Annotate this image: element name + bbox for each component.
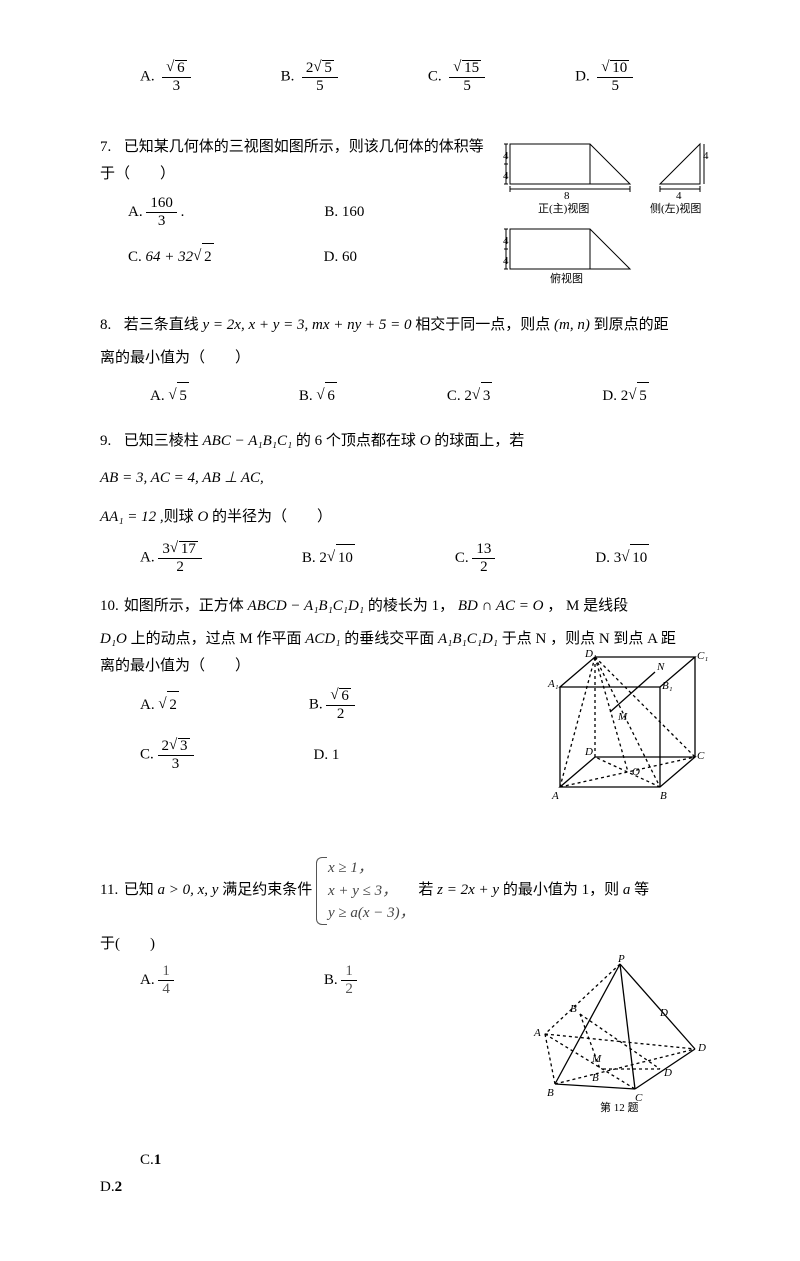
- q11-opt-B: B. 12: [324, 964, 357, 997]
- svg-text:A: A: [533, 1027, 541, 1039]
- q7-opt-C: C. 64 + 322: [128, 243, 214, 271]
- q10-opt-A: A. 2: [140, 691, 179, 719]
- opt-D: D. 105: [575, 60, 633, 94]
- q8-opt-B: B. 6: [299, 382, 337, 410]
- q9-opt-C: C. 132: [455, 542, 496, 575]
- svg-text:M: M: [617, 711, 628, 723]
- q7-opt-A: A. 1603 .: [128, 196, 184, 229]
- opt-C: C. 155: [428, 60, 485, 94]
- q11-opt-A: A. 14: [140, 964, 174, 997]
- svg-text:D: D: [584, 746, 593, 758]
- q10-opt-B: B. 62: [309, 688, 355, 722]
- svg-text:8: 8: [564, 190, 570, 202]
- q11-opt-D: D.2: [100, 1174, 710, 1201]
- svg-text:B₁: B₁: [662, 680, 673, 692]
- svg-text:B: B: [660, 790, 667, 802]
- q10-opt-D: D. 1: [314, 742, 340, 769]
- svg-text:D: D: [663, 1067, 672, 1079]
- opt-B: B. 255: [281, 60, 338, 94]
- q8-line2: 离的最小值为（ ）: [100, 345, 710, 372]
- q10-line2: D₁O 上的动点，过点 M 作平面 ACD₁ 的垂线交平面 A₁B₁C₁D₁ 于…: [100, 626, 710, 653]
- q9-line2: AB = 3, AC = 4, AB ⊥ AC,: [100, 465, 710, 492]
- question-10: 10. 如图所示，正方体 ABCD − A₁B₁C₁D₁ 的棱长为 1， BD …: [100, 593, 710, 620]
- question-11: 11. 已知 a > 0, x, y 满足约束条件 x ≥ 1， x + y ≤…: [100, 857, 710, 925]
- q6-options: A. 63 B. 255 C. 155 D. 105: [140, 60, 710, 94]
- svg-text:C: C: [697, 750, 705, 762]
- q11-system: x ≥ 1， x + y ≤ 3， y ≥ a(x − 3)，: [316, 857, 415, 925]
- q10-opt-C: C. 233: [140, 738, 194, 772]
- q8-opt-D: D. 25: [602, 382, 648, 410]
- svg-text:D: D: [659, 1007, 668, 1019]
- svg-text:A: A: [551, 790, 559, 802]
- svg-text:侧(左)视图: 侧(左)视图: [650, 201, 701, 215]
- q9-line3: AA₁ = 12 ,则球 O 的半径为（ ）: [100, 504, 710, 531]
- question-9: 9. 已知三棱柱 ABC − A₁B₁C₁ 的 6 个顶点都在球 O 的球面上，…: [100, 428, 710, 455]
- q9-opt-D: D. 310: [595, 544, 649, 572]
- svg-text:P: P: [617, 954, 625, 965]
- q10-figure: A B C D A₁ B₁ C₁ D₁ M N O: [540, 647, 710, 817]
- svg-text:O: O: [632, 766, 640, 778]
- svg-text:正(主)视图: 正(主)视图: [538, 201, 589, 215]
- q8-opt-A: A. 5: [150, 382, 189, 410]
- q9-opt-B: B. 210: [302, 544, 355, 572]
- svg-text:B: B: [570, 1003, 577, 1015]
- svg-text:M: M: [591, 1053, 602, 1065]
- q12-figure: P A B C D B B D D M 第 12 题: [530, 954, 710, 1124]
- q11-opt-C: C.1: [140, 1147, 161, 1174]
- svg-text:B: B: [547, 1087, 554, 1099]
- q8-opt-C: C. 23: [447, 382, 493, 410]
- q7-opt-B: B. 160: [324, 199, 364, 226]
- q7-stem: 已知某几何体的三视图如图所示，则该几何体的体积等于（ ）: [100, 139, 484, 182]
- svg-text:4: 4: [676, 190, 682, 202]
- question-8: 8. 若三条直线 y = 2x, x + y = 3, mx + ny + 5 …: [100, 312, 710, 339]
- svg-text:俯视图: 俯视图: [550, 271, 583, 284]
- svg-text:C₁: C₁: [697, 650, 708, 662]
- q7-figure: 8 4 4 正(主)视图 4 4 侧(左)视图 4: [500, 134, 710, 294]
- svg-text:D: D: [697, 1042, 706, 1054]
- question-7: 8 4 4 正(主)视图 4 4 侧(左)视图 4: [100, 134, 710, 294]
- svg-text:N: N: [656, 661, 665, 673]
- svg-text:B: B: [592, 1072, 599, 1084]
- q9-opt-A: A. 3172: [140, 541, 202, 575]
- q7-opt-D: D. 60: [324, 244, 357, 271]
- svg-text:A₁: A₁: [547, 678, 559, 690]
- opt-A: A. 63: [140, 60, 191, 94]
- svg-text:第 12 题: 第 12 题: [600, 1100, 639, 1114]
